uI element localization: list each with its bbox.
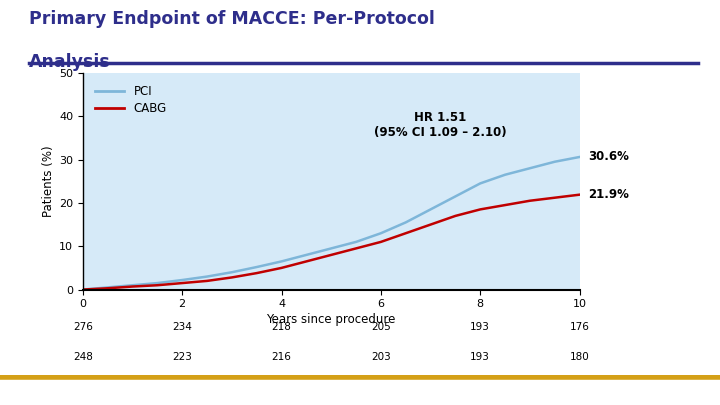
Text: OF CARDIOLOGY: OF CARDIOLOGY (14, 396, 71, 403)
Text: 218: 218 (271, 322, 292, 332)
Text: 193: 193 (470, 322, 490, 332)
Text: WORLD CONGRESS: WORLD CONGRESS (14, 390, 81, 396)
Text: 203: 203 (371, 352, 391, 362)
Text: HR 1.51
(95% CI 1.09 – 2.10): HR 1.51 (95% CI 1.09 – 2.10) (374, 111, 507, 139)
Text: 176: 176 (570, 322, 590, 332)
Text: Analysis: Analysis (29, 53, 111, 70)
Text: 223: 223 (172, 352, 192, 362)
Text: 234: 234 (172, 322, 192, 332)
X-axis label: Years since procedure: Years since procedure (266, 313, 396, 326)
Text: 21.9%: 21.9% (588, 188, 629, 201)
Text: 30.6%: 30.6% (588, 151, 629, 164)
Legend: PCI, CABG: PCI, CABG (89, 79, 173, 122)
Text: 216: 216 (271, 352, 292, 362)
Text: 205: 205 (371, 322, 391, 332)
Text: ACC.20: ACC.20 (14, 382, 50, 391)
Text: 248: 248 (73, 352, 93, 362)
Text: 276: 276 (73, 322, 93, 332)
Text: 180: 180 (570, 352, 590, 362)
Text: Primary Endpoint of MACCE: Per-Protocol: Primary Endpoint of MACCE: Per-Protocol (29, 10, 435, 28)
Y-axis label: Patients (%): Patients (%) (42, 145, 55, 217)
Text: 193: 193 (470, 352, 490, 362)
